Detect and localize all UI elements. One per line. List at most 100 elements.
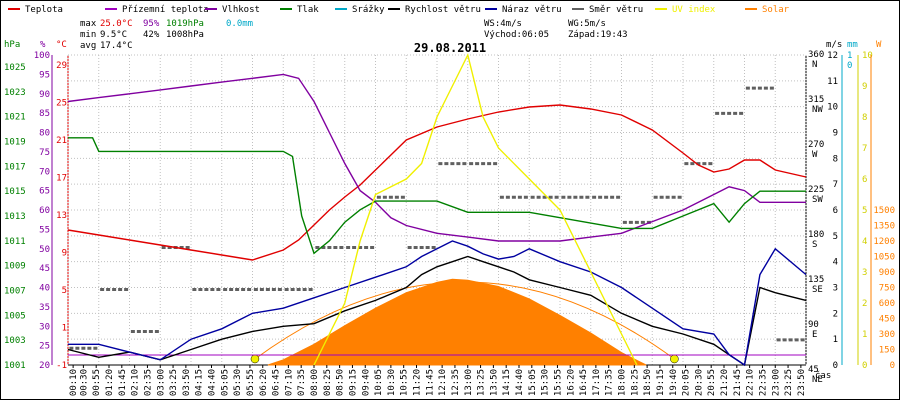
legend-label: Rychlost větru: [405, 5, 481, 15]
axis-tick-dir-deg: 135: [808, 275, 824, 285]
axis-tick-uv: 10: [862, 51, 873, 61]
axis-tick-c: 1: [62, 324, 67, 334]
axis-label-pct: %: [40, 40, 46, 50]
x-tick-label: 02:10: [131, 369, 141, 396]
x-tick-label: 18:25: [630, 369, 640, 396]
axis-tick-pct: 40: [39, 284, 50, 294]
axis-tick-hpa: 1005: [4, 311, 26, 321]
x-tick-label: 18:50: [643, 369, 653, 396]
axis-tick-w: 450: [879, 315, 895, 325]
axis-tick-pct: 30: [39, 322, 50, 332]
axis-tick-dir-deg: 180: [808, 230, 824, 240]
stat-sunset: Západ:19:43: [568, 30, 628, 40]
axis-tick-pct: 75: [39, 148, 50, 158]
stat-min-label: min: [80, 30, 96, 40]
axis-tick-uv: 4: [862, 237, 867, 247]
axis-tick-w: 750: [879, 284, 895, 294]
sun-marker: [250, 354, 260, 364]
axis-tick-ms: 9: [833, 129, 838, 139]
axis-tick-w: 150: [879, 346, 895, 356]
axis-tick-uv: 8: [862, 113, 867, 123]
axis-tick-dir-name: S: [812, 240, 817, 250]
x-tick-label: 05:05: [220, 369, 230, 396]
axis-tick-c: 9: [62, 249, 67, 259]
x-tick-label: 17:35: [605, 369, 615, 396]
chart-title: 29.08.2011: [414, 41, 486, 55]
axis-tick-ms: 1: [833, 335, 838, 345]
x-tick-label: 17:10: [592, 369, 602, 396]
axis-tick-pct: 100: [34, 51, 50, 61]
stat-avg-label: avg: [80, 41, 96, 51]
axis-tick-dir-deg: 360: [808, 50, 824, 60]
x-tick-label: 08:50: [336, 369, 346, 396]
axis-tick-hpa: 1025: [4, 63, 26, 73]
axis-tick-pct: 50: [39, 245, 50, 255]
axis-tick-ms: 2: [833, 309, 838, 319]
x-tick-label: 12:10: [438, 369, 448, 396]
axis-tick-hpa: 1011: [4, 237, 26, 247]
axis-tick-uv: 3: [862, 268, 867, 278]
x-tick-label: 06:20: [259, 369, 269, 396]
axis-tick-hpa: 1003: [4, 336, 26, 346]
axis-tick-c: 29: [56, 61, 67, 71]
axis-tick-ms: 3: [833, 284, 838, 294]
stat-wg: WG:5m/s: [568, 19, 606, 29]
axis-tick-w: 1350: [873, 222, 895, 232]
stat-max-rain: 0.0mm: [226, 19, 253, 29]
axis-tick-w: 1200: [873, 237, 895, 247]
sun-marker: [670, 354, 679, 364]
x-tick-label: 21:45: [733, 369, 743, 396]
axis-tick-pct: 35: [39, 303, 50, 313]
x-tick-label: 06:45: [272, 369, 282, 396]
stat-ws: WS:4m/s: [484, 19, 522, 29]
x-tick-label: 07:35: [297, 369, 307, 396]
stat-min-hum: 42%: [143, 30, 160, 40]
stat-max-press: 1019hPa: [166, 19, 204, 29]
x-axis-label: čas: [815, 370, 831, 381]
axis-tick-dir-name: N: [812, 60, 817, 70]
axis-tick-dir-deg: 45: [808, 365, 819, 375]
x-tick-label: 10:55: [400, 369, 410, 396]
legend-label: Směr větru: [589, 5, 643, 15]
x-tick-label: 19:15: [656, 369, 666, 396]
legend-label: Náraz větru: [502, 5, 562, 15]
axis-label-hpa: hPa: [4, 40, 20, 50]
axis-tick-pct: 45: [39, 264, 50, 274]
x-tick-label: 13:25: [477, 369, 487, 396]
axis-tick-pct: 20: [39, 361, 50, 371]
sun-arc: [254, 281, 675, 360]
axis-tick-hpa: 1023: [4, 88, 26, 98]
legend-label: Solar: [762, 5, 790, 15]
stat-max-label: max: [80, 19, 97, 29]
x-tick-label: 10:05: [374, 369, 384, 396]
stat-sunrise: Východ:06:05: [484, 30, 549, 40]
x-tick-label: 23:50: [797, 369, 807, 396]
axis-tick-pct: 85: [39, 109, 50, 119]
x-tick-label: 14:40: [515, 369, 525, 396]
x-tick-label: 08:25: [323, 369, 333, 396]
axis-tick-c: 5: [62, 286, 67, 296]
axis-tick-hpa: 1001: [4, 361, 26, 371]
axis-tick-uv: 5: [862, 206, 867, 216]
x-tick-label: 03:25: [169, 369, 179, 396]
axis-tick-dir-name: NE: [812, 375, 823, 385]
x-tick-label: 21:20: [720, 369, 730, 396]
axis-tick-pct: 70: [39, 167, 50, 177]
axis-tick-w: 1500: [873, 206, 895, 216]
x-tick-label: 20:30: [694, 369, 704, 396]
axis-tick-dir-name: SW: [812, 195, 823, 205]
axis-tick-hpa: 1013: [4, 212, 26, 222]
legend-label: Tlak: [297, 5, 319, 15]
legend-label: Vlhkost: [222, 5, 260, 15]
series-tlak: [68, 137, 806, 255]
x-tick-label: 04:40: [208, 369, 218, 396]
x-tick-label: 09:40: [361, 369, 371, 396]
x-tick-label: 03:50: [182, 369, 192, 396]
axis-label-w: W: [876, 40, 882, 50]
axis-tick-pct: 90: [39, 90, 50, 100]
x-tick-label: 15:55: [553, 369, 563, 396]
axis-tick-c: 25: [56, 99, 67, 109]
x-tick-label: 11:45: [425, 369, 435, 396]
x-tick-label: 19:40: [669, 369, 679, 396]
